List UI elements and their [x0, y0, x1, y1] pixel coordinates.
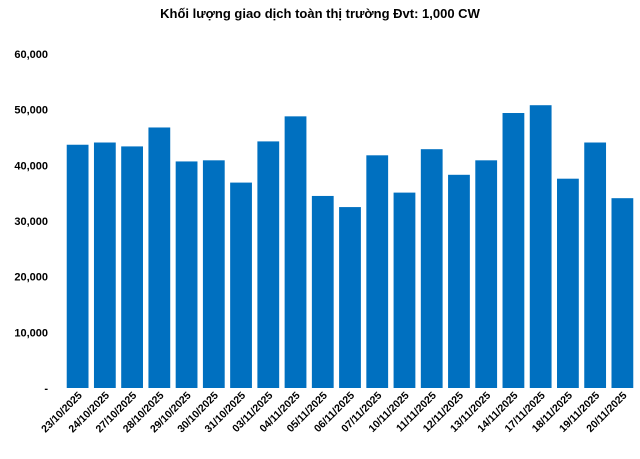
bar: [121, 146, 143, 388]
bar: [420, 149, 443, 388]
y-axis: - 10,000 20,000 30,000 40,000 50,000 60,000: [14, 49, 48, 395]
bar: [93, 142, 116, 388]
bar: [502, 113, 525, 388]
bar: [529, 105, 552, 389]
y-tick-label: 40,000: [14, 160, 48, 172]
bar: [393, 192, 416, 388]
y-tick-label: 60,000: [14, 49, 48, 61]
chart-title: Khối lượng giao dịch toàn thị trường Đvt…: [160, 6, 480, 21]
bar: [557, 178, 579, 388]
bar: [366, 155, 389, 388]
bar: [66, 144, 89, 388]
bar: [448, 174, 470, 388]
y-tick-label: -: [44, 383, 48, 395]
x-axis: 23/10/202524/10/202527/10/202528/10/2025…: [39, 390, 630, 436]
bar: [202, 160, 225, 388]
bar: [284, 116, 307, 388]
y-tick-label: 20,000: [14, 272, 48, 284]
bar: [611, 198, 634, 388]
bar: [148, 127, 171, 388]
bar: [584, 142, 607, 388]
bar: [230, 182, 252, 388]
bar: [475, 160, 498, 388]
bar: [311, 195, 334, 388]
bars: [66, 105, 634, 389]
bar: [339, 207, 361, 388]
y-tick-label: 50,000: [14, 105, 48, 117]
bar: [175, 161, 198, 388]
bar: [257, 141, 280, 388]
y-tick-label: 30,000: [14, 216, 48, 228]
y-tick-label: 10,000: [14, 327, 48, 339]
